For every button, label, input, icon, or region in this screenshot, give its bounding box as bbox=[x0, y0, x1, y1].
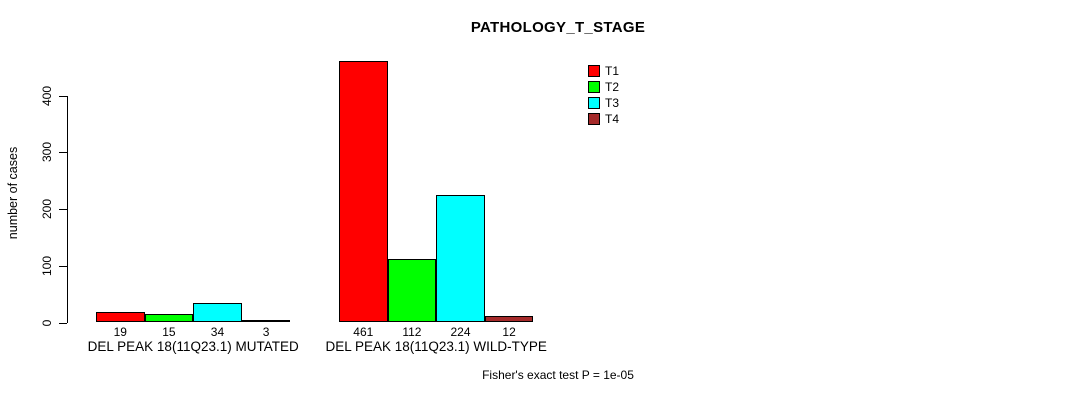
y-axis-line bbox=[66, 95, 68, 324]
bar-t1-group2 bbox=[339, 61, 388, 323]
bar-value-label: 12 bbox=[502, 325, 516, 339]
bar-value-label: 224 bbox=[450, 325, 471, 339]
legend-item-t1: T1 bbox=[588, 64, 619, 78]
y-tick bbox=[58, 209, 67, 211]
legend-label: T4 bbox=[605, 112, 620, 126]
legend: T1 T2 T3 T4 bbox=[588, 64, 619, 126]
y-tick-label: 100 bbox=[40, 255, 54, 276]
legend-label: T2 bbox=[605, 80, 620, 94]
bar-t1-group1 bbox=[96, 311, 145, 323]
bar-value-label: 15 bbox=[162, 325, 176, 339]
group-label: DEL PEAK 18(11Q23.1) MUTATED bbox=[87, 339, 299, 354]
y-tick bbox=[58, 322, 67, 324]
y-tick bbox=[58, 95, 67, 97]
legend-label: T3 bbox=[605, 96, 620, 110]
legend-item-t3: T3 bbox=[588, 96, 619, 110]
bar-t3-group2 bbox=[436, 195, 485, 323]
y-tick bbox=[58, 265, 67, 267]
bar-t4-group2 bbox=[484, 315, 534, 323]
chart-title: PATHOLOGY_T_STAGE bbox=[470, 19, 646, 36]
y-tick-label: 400 bbox=[40, 85, 54, 106]
legend-swatch-t2 bbox=[588, 81, 600, 93]
y-tick-label: 0 bbox=[40, 319, 54, 326]
group-label: DEL PEAK 18(11Q23.1) WILD-TYPE bbox=[325, 339, 547, 354]
legend-item-t4: T4 bbox=[588, 112, 619, 126]
bar-value-label: 112 bbox=[402, 325, 422, 339]
bar-value-label: 34 bbox=[210, 325, 225, 339]
stat-test-note: Fisher's exact test P = 1e-05 bbox=[482, 368, 634, 382]
y-tick bbox=[58, 152, 67, 154]
bar-value-label: 3 bbox=[262, 325, 270, 339]
bar-value-label: 461 bbox=[353, 325, 374, 339]
legend-item-t2: T2 bbox=[588, 80, 619, 94]
bar-t2-group2 bbox=[387, 258, 437, 323]
legend-swatch-t4 bbox=[588, 113, 600, 125]
bar-t3-group1 bbox=[193, 303, 242, 323]
bar-t4-group1 bbox=[241, 320, 291, 323]
legend-swatch-t1 bbox=[588, 65, 600, 77]
legend-label: T1 bbox=[605, 64, 620, 78]
y-tick-label: 300 bbox=[40, 142, 54, 163]
bar-t2-group1 bbox=[144, 313, 194, 323]
y-tick-label: 200 bbox=[40, 199, 54, 220]
legend-swatch-t3 bbox=[588, 97, 600, 109]
bar-value-label: 19 bbox=[113, 325, 127, 339]
